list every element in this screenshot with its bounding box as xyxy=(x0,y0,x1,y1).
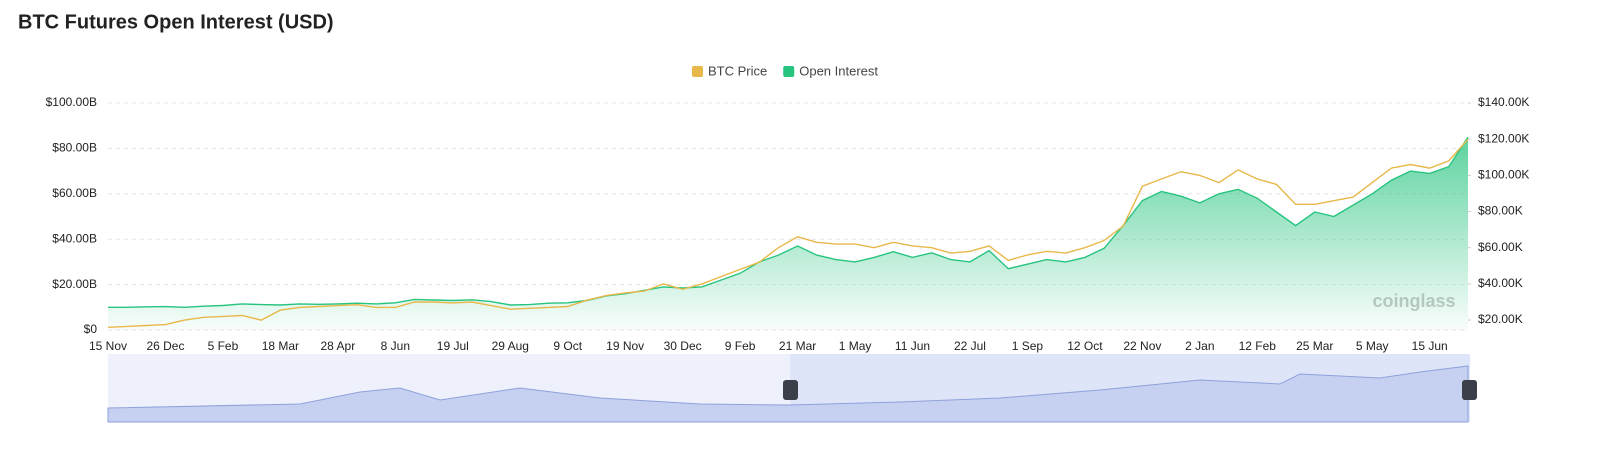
x-tick-label: 12 Feb xyxy=(1239,339,1277,353)
x-tick-label: 9 Oct xyxy=(553,339,582,353)
x-tick-label: 22 Nov xyxy=(1123,339,1161,353)
navigator-handle[interactable] xyxy=(783,380,798,400)
x-tick-label: 11 Jun xyxy=(895,339,930,353)
x-tick-label: 29 Aug xyxy=(492,339,529,353)
x-tick-label: 19 Nov xyxy=(606,339,644,353)
y2-tick-label: $140.00K xyxy=(1478,95,1529,109)
y2-tick-label: $80.00K xyxy=(1478,204,1523,218)
x-tick-label: 5 May xyxy=(1356,339,1389,353)
x-tick-label: 21 Mar xyxy=(779,339,816,353)
x-tick-label: 2 Jan xyxy=(1185,339,1214,353)
chart-title: BTC Futures Open Interest (USD) xyxy=(18,11,334,33)
y-tick-label: $20.00B xyxy=(52,277,97,291)
legend-label: Open Interest xyxy=(799,63,878,78)
x-tick-label: 19 Jul xyxy=(437,339,469,353)
x-tick-label: 28 Apr xyxy=(321,339,356,353)
y2-tick-label: $40.00K xyxy=(1478,276,1523,290)
x-tick-label: 15 Nov xyxy=(89,339,127,353)
x-tick-label: 30 Dec xyxy=(664,339,702,353)
navigator-handle[interactable] xyxy=(1462,380,1477,400)
y-tick-label: $100.00B xyxy=(46,95,97,109)
x-tick-label: 18 Mar xyxy=(262,339,299,353)
y2-tick-label: $60.00K xyxy=(1478,240,1523,254)
y-tick-label: $0 xyxy=(84,322,98,336)
x-tick-label: 15 Jun xyxy=(1412,339,1448,353)
x-tick-label: 26 Dec xyxy=(146,339,184,353)
x-tick-label: 1 Sep xyxy=(1012,339,1044,353)
y-tick-label: $80.00B xyxy=(52,141,97,155)
legend-label: BTC Price xyxy=(708,63,767,78)
y2-tick-label: $120.00K xyxy=(1478,131,1529,145)
y-tick-label: $40.00B xyxy=(52,231,97,245)
x-tick-label: 25 Mar xyxy=(1296,339,1333,353)
x-tick-label: 1 May xyxy=(839,339,872,353)
x-tick-label: 8 Jun xyxy=(381,339,410,353)
navigator xyxy=(107,354,1477,423)
line xyxy=(107,138,1469,328)
x-tick-label: 5 Feb xyxy=(208,339,239,353)
navigator-area xyxy=(107,365,1469,423)
y-tick-label: $60.00B xyxy=(52,186,97,200)
x-tick-label: 22 Jul xyxy=(954,339,986,353)
line xyxy=(108,136,1469,309)
x-tick-label: 12 Oct xyxy=(1067,339,1103,353)
y2-tick-label: $100.00K xyxy=(1478,168,1529,182)
area xyxy=(108,137,1468,330)
x-tick-label: 9 Feb xyxy=(725,339,756,353)
legend-swatch xyxy=(692,66,703,77)
legend-swatch xyxy=(783,66,795,77)
y2-tick-label: $20.00K xyxy=(1478,312,1523,326)
